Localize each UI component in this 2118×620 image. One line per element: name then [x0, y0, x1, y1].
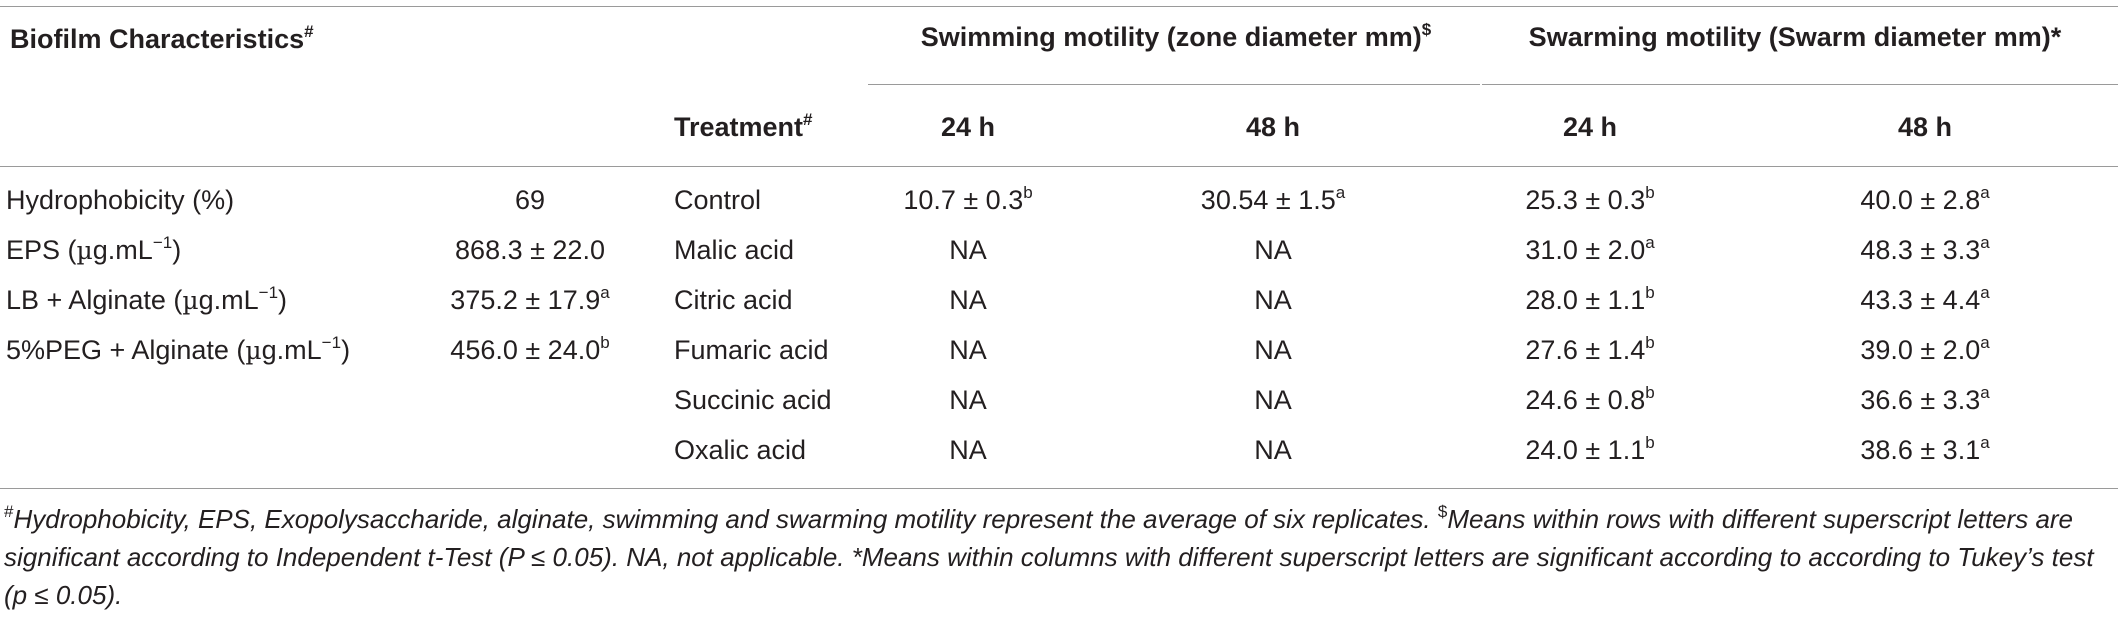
header-swarm-48h: 48 h	[1897, 112, 1953, 142]
header-swimming-motility: Swimming motility (zone diameter mm)$	[920, 20, 1432, 52]
header-swarm-24h: 24 h	[1562, 112, 1618, 142]
swarm-48h-value: 48.3 ± 3.3a	[1860, 233, 1990, 265]
swim-48h-value: NA	[1254, 435, 1292, 465]
swim-48h-value: NA	[1254, 385, 1292, 415]
header-swarming-motility: Swarming motility (Swarm diameter mm)*	[1528, 22, 2062, 52]
char-value-lb-alginate: 375.2 ± 17.9a	[450, 283, 610, 315]
swim-24h-value: NA	[949, 435, 987, 465]
swarm-48h-value: 38.6 ± 3.1a	[1860, 433, 1990, 465]
swim-48h-value: NA	[1254, 335, 1292, 365]
char-value-hydrophobicity: 69	[514, 185, 546, 215]
header-biofilm-characteristics: Biofilm Characteristics#	[10, 22, 314, 54]
swarming-group-rule	[1482, 84, 2118, 85]
treatment-name: Citric acid	[674, 285, 793, 315]
swim-24h-value: NA	[949, 335, 987, 365]
char-label-peg-alginate: 5%PEG + Alginate (µg.mL−1)	[6, 333, 351, 365]
char-label-eps: EPS (µg.mL−1)	[6, 233, 182, 265]
treatment-name: Oxalic acid	[674, 435, 807, 465]
swim-24h-value: 10.7 ± 0.3b	[903, 183, 1033, 215]
treatment-name: Succinic acid	[674, 385, 832, 415]
header-swim-48h: 48 h	[1245, 112, 1301, 142]
treatment-name: Malic acid	[674, 235, 795, 265]
swim-24h-value: NA	[949, 285, 987, 315]
top-rule	[0, 6, 2118, 7]
swarm-48h-value: 36.6 ± 3.3a	[1860, 383, 1990, 415]
swimming-group-rule	[868, 84, 1480, 85]
table-bottom-rule	[0, 488, 2118, 489]
treatment-name: Control	[674, 185, 762, 215]
swim-24h-value: NA	[949, 235, 987, 265]
char-value-eps: 868.3 ± 22.0	[455, 235, 605, 265]
swim-48h-value: NA	[1254, 285, 1292, 315]
swim-48h-value: 30.54 ± 1.5a	[1200, 183, 1346, 215]
header-swim-24h: 24 h	[940, 112, 996, 142]
char-value-peg-alginate: 456.0 ± 24.0b	[450, 333, 610, 365]
header-bottom-rule	[0, 166, 2118, 167]
swim-48h-value: NA	[1254, 235, 1292, 265]
char-label-hydrophobicity: Hydrophobicity (%)	[6, 185, 235, 215]
swarm-24h-value: 24.0 ± 1.1b	[1525, 433, 1655, 465]
swarm-24h-value: 27.6 ± 1.4b	[1525, 333, 1655, 365]
char-label-lb-alginate: LB + Alginate (µg.mL−1)	[6, 283, 288, 315]
swarm-24h-value: 24.6 ± 0.8b	[1525, 383, 1655, 415]
swarm-48h-value: 40.0 ± 2.8a	[1860, 183, 1990, 215]
swarm-24h-value: 28.0 ± 1.1b	[1525, 283, 1655, 315]
treatment-name: Fumaric acid	[674, 335, 829, 365]
swarm-24h-value: 31.0 ± 2.0a	[1525, 233, 1655, 265]
swarm-48h-value: 39.0 ± 2.0a	[1860, 333, 1990, 365]
swim-24h-value: NA	[949, 385, 987, 415]
header-treatment: Treatment#	[674, 110, 813, 142]
table-footnote: #Hydrophobicity, EPS, Exopolysaccharide,…	[4, 502, 2094, 610]
swarm-48h-value: 43.3 ± 4.4a	[1860, 283, 1990, 315]
swarm-24h-value: 25.3 ± 0.3b	[1525, 183, 1655, 215]
